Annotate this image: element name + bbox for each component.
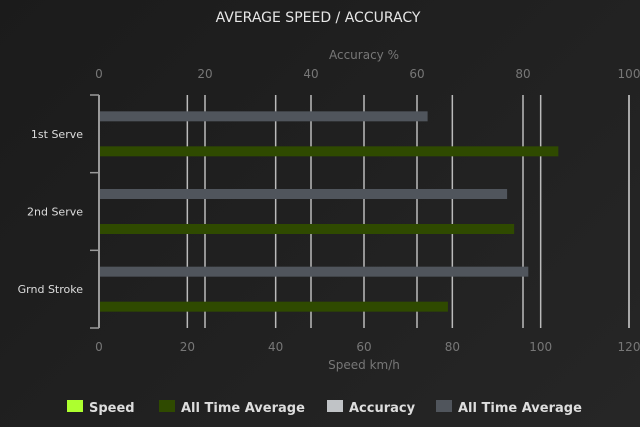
bar-speed-1 [100, 146, 559, 157]
top-axis-label: Accuracy % [329, 48, 399, 62]
legend-label: All Time Average [181, 401, 305, 416]
bottom-tick-label: 120 [618, 340, 640, 354]
top-tick-label: 80 [515, 67, 530, 81]
top-tick-label: 0 [95, 67, 103, 81]
legend-label: Accuracy [349, 401, 416, 416]
legend-swatch [436, 400, 452, 412]
bar-speed-1 [100, 224, 515, 234]
chart-title: AVERAGE SPEED / ACCURACY [216, 10, 421, 26]
category-label: 2nd Serve [27, 206, 83, 219]
bar-accuracy-3 [100, 111, 428, 122]
legend-label: All Time Average [458, 401, 582, 416]
bottom-tick-label: 80 [445, 340, 460, 354]
top-tick-label: 20 [197, 67, 212, 81]
bar-speed-1 [100, 301, 448, 312]
category-label: Grnd Stroke [18, 283, 84, 296]
legend-label: Speed [89, 401, 135, 416]
legend-swatch [67, 400, 83, 412]
bottom-tick-label: 60 [356, 340, 371, 354]
top-tick-label: 60 [409, 67, 424, 81]
bottom-axis-label: Speed km/h [328, 358, 400, 372]
bottom-tick-label: 20 [180, 340, 195, 354]
bar-accuracy-3 [100, 189, 508, 199]
legend-swatch [327, 400, 343, 412]
bottom-tick-label: 40 [268, 340, 283, 354]
bottom-tick-label: 100 [529, 340, 552, 354]
top-tick-label: 40 [303, 67, 318, 81]
legend-swatch [159, 400, 175, 412]
bar-accuracy-3 [100, 266, 529, 277]
bottom-tick-label: 0 [95, 340, 103, 354]
category-label: 1st Serve [31, 128, 83, 141]
top-tick-label: 100 [618, 67, 640, 81]
